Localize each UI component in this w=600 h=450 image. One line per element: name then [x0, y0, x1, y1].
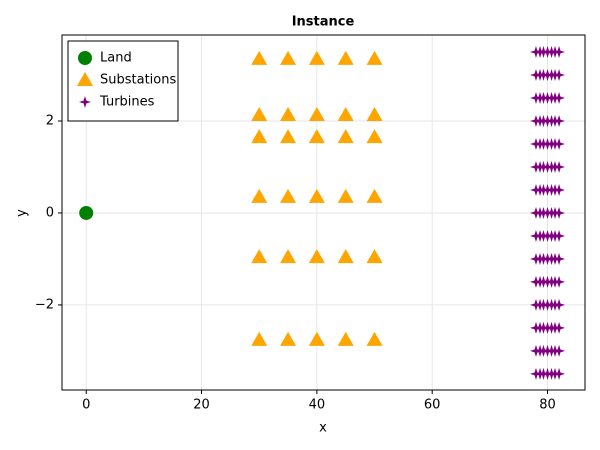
- point: [280, 188, 297, 203]
- point: [553, 46, 566, 59]
- y-axis-label: y: [15, 209, 30, 217]
- legend-label: Land: [100, 51, 132, 66]
- point: [308, 249, 325, 264]
- point: [308, 188, 325, 203]
- point: [308, 50, 325, 65]
- point: [553, 367, 566, 380]
- x-tick-label: 20: [193, 398, 210, 413]
- point: [308, 107, 325, 122]
- plot-frame: [61, 34, 586, 391]
- x-tick-label: 0: [82, 398, 90, 413]
- point: [553, 344, 566, 357]
- point: [553, 321, 566, 334]
- chart-title: Instance: [292, 15, 355, 30]
- point: [553, 229, 566, 242]
- point: [251, 50, 268, 65]
- point: [251, 107, 268, 122]
- point: [251, 249, 268, 264]
- point: [337, 249, 354, 264]
- y-tick-label: −2: [35, 297, 54, 312]
- point: [280, 50, 297, 65]
- point: [553, 114, 566, 127]
- point: [251, 188, 268, 203]
- point: [280, 107, 297, 122]
- y-tick-label: 2: [46, 113, 54, 128]
- point: [366, 249, 383, 264]
- point: [553, 206, 566, 219]
- point: [553, 137, 566, 150]
- x-tick-label: 80: [539, 398, 556, 413]
- y-tick-label: 0: [46, 205, 54, 220]
- point: [553, 91, 566, 104]
- point: [280, 331, 297, 346]
- point: [553, 275, 566, 288]
- legend-marker: [77, 72, 93, 86]
- point: [337, 129, 354, 144]
- point: [553, 298, 566, 311]
- point: [366, 50, 383, 65]
- legend-marker: [79, 96, 91, 108]
- legend-label: Substations: [100, 73, 176, 88]
- point: [553, 69, 566, 82]
- point: [366, 129, 383, 144]
- point: [337, 107, 354, 122]
- point: [366, 188, 383, 203]
- point: [366, 331, 383, 346]
- point: [251, 129, 268, 144]
- x-tick-label: 60: [424, 398, 441, 413]
- point: [553, 252, 566, 265]
- point: [366, 107, 383, 122]
- x-axis-label: x: [319, 421, 327, 436]
- legend-label: Turbines: [99, 95, 155, 110]
- point: [337, 331, 354, 346]
- point: [308, 129, 325, 144]
- point: [308, 331, 325, 346]
- point: [553, 160, 566, 173]
- point: [553, 183, 566, 196]
- point: [337, 188, 354, 203]
- legend-marker: [78, 51, 92, 65]
- x-tick-label: 40: [309, 398, 326, 413]
- point: [280, 129, 297, 144]
- point: [337, 50, 354, 65]
- point: [79, 205, 94, 220]
- point: [251, 331, 268, 346]
- point: [280, 249, 297, 264]
